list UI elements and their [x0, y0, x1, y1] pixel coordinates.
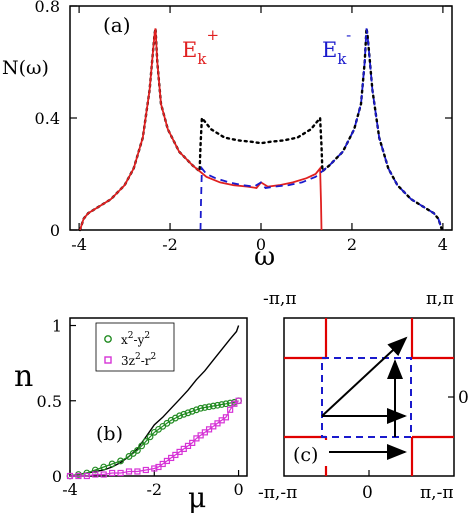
e-minus-main: E	[322, 38, 337, 62]
panel-b-ytick-label-2: 1	[52, 317, 62, 336]
panel-b-series-1-point-11	[142, 437, 150, 445]
panel-b-series-2-point-0	[66, 472, 74, 480]
panel-b-series-1-point-25	[201, 404, 209, 411]
corner-label-bottom-right: π,-π	[420, 483, 454, 503]
panel-b-series-1-point-19	[176, 412, 183, 420]
panel-b-series-1-point-27	[209, 402, 217, 410]
panel-a-xtick-label-4: 4	[438, 235, 448, 254]
panel-b-series-2-line	[70, 400, 239, 477]
axis-label-y-zero: 0	[458, 388, 469, 408]
panel-b-xtick-label-1: -2	[146, 480, 162, 499]
corner-label-top-left: -π,π	[263, 289, 297, 309]
panel-a-dos-plot: -4 -2 0 2 4 0 0.4 0.8 N(ω) ω (a) Ek + Ek -	[2, 0, 453, 272]
panel-c-label-box	[293, 440, 329, 466]
panel-b-series-2-point-19	[189, 439, 196, 446]
panel-b-series-2-point-27	[222, 414, 230, 421]
panel-b-series-1-point-29	[218, 401, 226, 408]
panel-a-xtick-label-3: 2	[347, 235, 357, 254]
panel-b-series-1-point-28	[214, 401, 221, 409]
panel-b-legend-label-1: 3z2-r2	[121, 352, 156, 368]
panel-b-series-2-point-5	[109, 469, 116, 477]
panel-b-frame	[69, 317, 248, 477]
panel-b-xtick-label-0: -4	[62, 480, 78, 499]
e-plus-main: E	[182, 38, 197, 62]
panel-b-series-2-point-7	[125, 468, 133, 475]
panel-a-ytick-label-0: 0	[50, 221, 60, 240]
panel-b-legend-marker-0	[104, 335, 112, 343]
panel-b-series-2-point-2	[83, 472, 90, 480]
panel-b-series-1-point-6	[117, 457, 124, 465]
panel-b-series-1-point-10	[138, 442, 146, 450]
panel-a-series-total	[78, 28, 444, 232]
panel-a-annotation-e-minus: Ek -	[322, 26, 351, 68]
panel-b-series-1-point-30	[222, 400, 230, 408]
panel-a-series	[78, 28, 444, 232]
panel-b-ytick-label-1: 0.5	[37, 392, 62, 411]
panel-b-series-1-point-22	[188, 407, 196, 415]
e-plus-sub: k	[197, 50, 207, 68]
panel-b-series-1-point-21	[184, 409, 192, 417]
e-minus-sub: k	[337, 50, 347, 68]
panel-b-xtick-label-2: 0	[233, 480, 243, 499]
panel-a-frame	[69, 5, 453, 231]
panel-a-annotation-e-plus: Ek +	[182, 26, 219, 68]
panel-b-series-2-point-1	[75, 472, 82, 480]
panel-a-xtick-label-1: -2	[162, 235, 178, 254]
panel-a-ytick-label-2: 0.8	[35, 0, 60, 16]
panel-b-series-1-point-3	[91, 466, 99, 474]
panel-b-series-2-point-6	[117, 469, 124, 477]
panel-a-xtick-label-2: 0	[256, 235, 266, 254]
panel-a-ylabel: N(ω)	[2, 57, 49, 79]
panel-b-series-1-point-31	[226, 399, 234, 407]
panel-b-series-2-point-4	[100, 471, 107, 478]
magnetic-zone-dashed	[321, 357, 412, 438]
panel-a-series-e-k-	[199, 28, 443, 231]
panel-b-series-1-point-26	[205, 403, 213, 411]
panel-a-xtick-label-0: -4	[71, 235, 87, 254]
panel-b-legend-label-0: x2-y2	[121, 331, 150, 347]
panel-b-series-1-point-24	[197, 404, 205, 412]
panel-c-label: (c)	[293, 444, 318, 466]
panel-b-label: (b)	[96, 423, 123, 445]
panel-b-ylabel: n	[14, 359, 33, 394]
panel-b-series-2-point-3	[92, 471, 99, 478]
panel-a-label: (a)	[103, 13, 131, 37]
panel-b-series-1-point-9	[134, 447, 141, 454]
e-plus-sup: +	[206, 26, 219, 44]
panel-b-occupation-plot: -4 -2 0 0 0.5 1 n μ (b) x2-y2 3z2-r2	[14, 317, 248, 514]
panel-a-xlabel: ω	[254, 242, 275, 272]
panel-b-xlabel: μ	[188, 481, 206, 514]
panel-b-series-1-point-5	[108, 460, 116, 468]
panel-b-legend-marker-1	[104, 356, 112, 364]
corner-label-top-right: π,π	[426, 289, 454, 309]
panel-a-ticks: -4 -2 0 2 4 0 0.4 0.8	[35, 0, 452, 254]
panel-b-series-2-point-10	[151, 465, 158, 472]
panel-b-legend: x2-y2 3z2-r2	[95, 322, 175, 372]
e-minus-sup: -	[346, 26, 351, 44]
panel-b-series-2-point-8	[134, 468, 141, 475]
panel-b-series-2-point-30	[235, 397, 242, 404]
panel-b-ytick-label-0: 0	[52, 467, 62, 486]
panel-b-series-1-point-23	[193, 406, 200, 414]
panel-b-series-2-point-28	[227, 406, 234, 413]
panel-b-series	[66, 325, 242, 480]
panel-b-series-1-point-12	[146, 433, 154, 441]
panel-a-ytick-label-1: 0.4	[35, 109, 60, 128]
panel-b-series-1-point-20	[180, 410, 188, 418]
corner-label-bottom-left: -π,-π	[258, 483, 297, 503]
panel-b-legend-box	[95, 322, 175, 372]
panel-b-series-1-point-4	[100, 463, 108, 471]
panel-a-series-e-k-	[79, 28, 323, 231]
nesting-vector-diagonal	[321, 336, 408, 417]
axis-label-x-zero: 0	[362, 483, 373, 503]
panel-b-series-2-point-9	[142, 466, 149, 474]
panel-c-brillouin-zone: (c) -π,π π,π -π,-π π,-π 0 0	[258, 289, 469, 503]
